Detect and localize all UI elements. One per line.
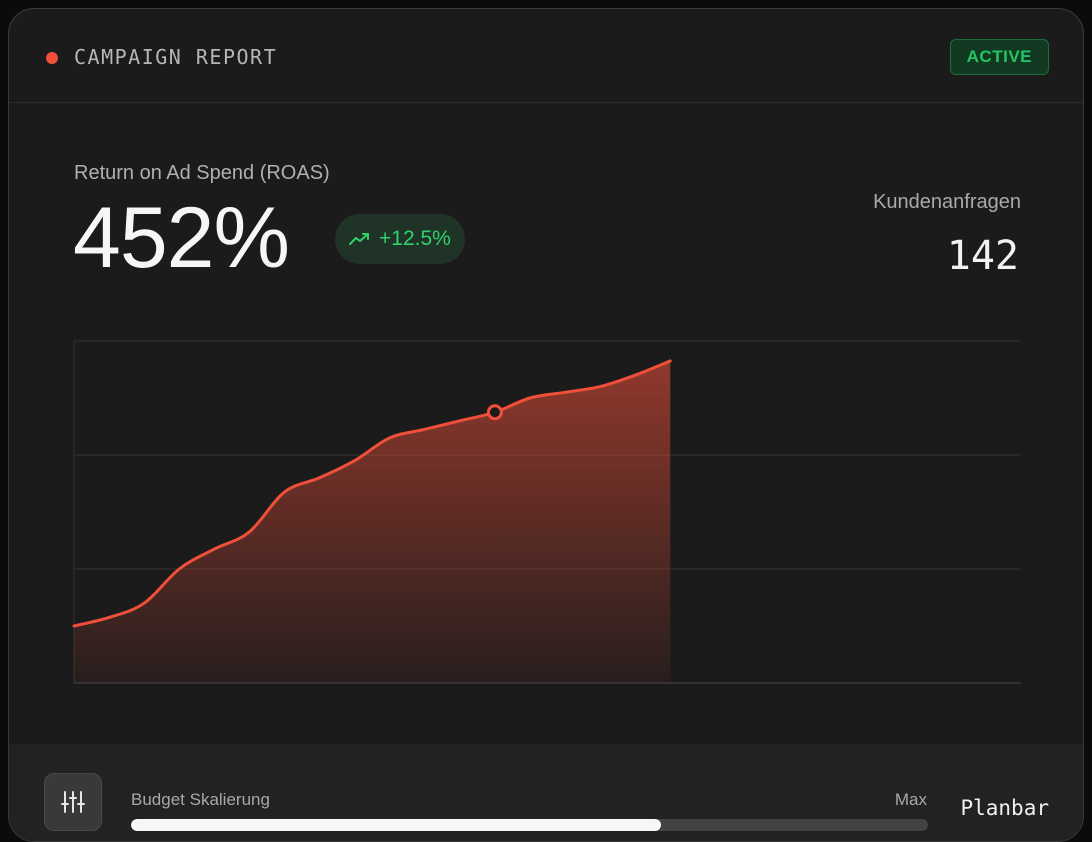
campaign-report-card: CAMPAIGN REPORT ACTIVE Return on Ad Spen… [8, 8, 1084, 842]
budget-slider-fill [131, 819, 661, 831]
roas-value: 452% [73, 190, 290, 286]
card-title: CAMPAIGN REPORT [74, 45, 278, 69]
card-header: CAMPAIGN REPORT ACTIVE [9, 9, 1083, 103]
inquiries-label: Kundenanfragen [873, 191, 1021, 213]
inquiries-value: 142 [946, 233, 1019, 279]
sliders-icon [61, 791, 85, 813]
series-line [72, 359, 672, 628]
budget-slider-max: Max [894, 790, 927, 809]
roas-label: Return on Ad Spend (ROAS) [74, 162, 330, 184]
settings-button[interactable] [44, 773, 102, 831]
budget-slider[interactable] [131, 819, 928, 831]
planbar-label: Planbar [960, 796, 1049, 820]
budget-slider-label: Budget Skalierung [131, 790, 270, 809]
highlight-point [486, 404, 503, 421]
status-badge: ACTIVE [949, 39, 1049, 75]
trending-up-icon [349, 233, 369, 245]
trend-value: +12.5% [379, 227, 451, 250]
roas-chart [72, 340, 1021, 684]
footer-bar: Budget Skalierung Max Planbar [9, 744, 1083, 841]
series-area [74, 360, 671, 683]
trend-badge: +12.5% [335, 214, 465, 264]
status-dot [46, 52, 58, 64]
